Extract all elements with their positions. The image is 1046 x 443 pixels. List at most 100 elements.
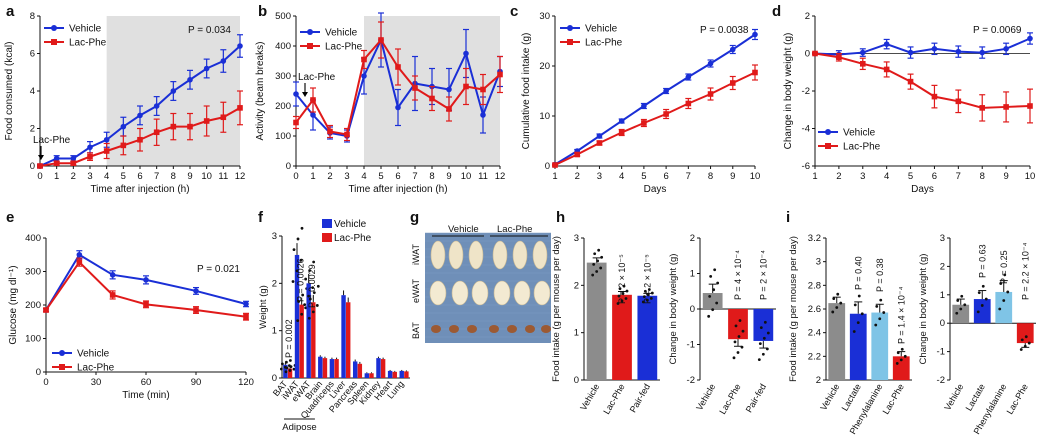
p-value: P = 0.0069 <box>973 25 1022 36</box>
individual-point <box>284 370 288 374</box>
individual-point <box>899 358 903 362</box>
data-point-lacphe <box>641 120 647 126</box>
legend-label: Vehicle <box>585 24 618 35</box>
individual-point <box>300 312 304 316</box>
x-tick-label: 4 <box>104 171 109 182</box>
y-tick-label: -1 <box>687 340 695 351</box>
individual-point <box>734 324 738 328</box>
x-tick-label: Pair-fed <box>744 382 768 414</box>
y-tick-label: 300 <box>25 267 41 278</box>
legend-label: Vehicle <box>325 28 358 39</box>
x-tick-label: 10 <box>461 171 472 182</box>
bar-vehicle <box>364 373 370 378</box>
x-tick-label: 9 <box>187 171 192 182</box>
individual-point <box>643 289 647 293</box>
legend-label: Vehicle <box>334 219 367 230</box>
data-point-lacphe <box>707 91 714 97</box>
data-point-vehicle <box>685 74 692 80</box>
y-tick-label: -2 <box>687 375 695 386</box>
p-value: P = 0.002 <box>284 319 294 358</box>
individual-point <box>591 273 595 277</box>
data-point-vehicle <box>395 104 401 111</box>
bar-vehicle <box>387 370 393 378</box>
data-point-vehicle <box>203 65 210 72</box>
x-tick-label: 8 <box>708 171 713 182</box>
p-value: P = 0.021 <box>197 264 240 275</box>
annotation-arrowhead <box>38 155 44 160</box>
y-tick-label: 2 <box>30 124 35 135</box>
legend-label: Lac-Phe <box>69 38 107 49</box>
individual-point <box>304 277 308 281</box>
data-point-lacphe <box>310 97 316 103</box>
y-axis-label: Change in body weight (g) <box>918 254 929 365</box>
data-point-vehicle <box>120 123 127 130</box>
y-tick-label: 0 <box>545 161 550 172</box>
individual-point <box>765 347 769 351</box>
photo-row-label: iWAT <box>411 244 421 265</box>
iwat-tissue <box>468 240 484 270</box>
bat-tissue <box>525 325 535 333</box>
x-axis-label: Days <box>644 184 667 195</box>
bat-tissue <box>541 325 551 333</box>
series-line-lacphe <box>814 52 1031 109</box>
data-point-vehicle <box>955 48 962 55</box>
data-point-vehicle <box>70 155 77 162</box>
iwat-tissue <box>448 240 464 270</box>
bar-vehicle <box>329 359 335 378</box>
individual-point <box>308 297 312 301</box>
data-point-vehicle <box>446 86 452 93</box>
individual-point <box>1006 290 1010 294</box>
ewat-tissue <box>429 280 447 306</box>
individual-point <box>295 269 299 273</box>
x-tick-label: 12 <box>235 171 246 182</box>
bar-lacphe <box>346 302 351 378</box>
individual-point <box>716 281 720 285</box>
data-point-vehicle <box>596 133 603 139</box>
individual-point <box>304 306 308 310</box>
y-tick-label: 8 <box>30 11 35 22</box>
series-line-vehicle <box>554 33 756 166</box>
data-point-vehicle <box>293 91 299 97</box>
individual-point <box>976 310 980 314</box>
individual-point <box>984 297 988 301</box>
data-point-lacphe <box>463 83 469 90</box>
x-tick-label: 8 <box>980 171 985 182</box>
series-line-lacphe <box>45 260 247 318</box>
y-tick-label: 1 <box>272 326 277 337</box>
individual-point <box>647 288 651 291</box>
annotation-label: Lac-Phe <box>298 72 336 83</box>
individual-point <box>296 319 300 323</box>
individual-point <box>836 292 840 296</box>
individual-point <box>649 297 653 300</box>
data-point-lacphe <box>237 105 243 111</box>
bat-tissue <box>431 325 441 333</box>
individual-point <box>763 320 767 324</box>
individual-point <box>292 248 296 252</box>
y-axis-label: Activity (beam breaks) <box>255 42 266 141</box>
y-tick-label: 3.2 <box>808 233 821 244</box>
data-point-lacphe <box>378 37 384 43</box>
data-point-lacphe <box>836 54 842 61</box>
bar-lacphe <box>311 302 316 378</box>
annotation-label: Lac-Phe <box>33 135 71 146</box>
x-tick-label: Vehicle <box>942 382 965 412</box>
individual-point <box>707 314 711 318</box>
individual-point <box>621 292 625 295</box>
data-point-lacphe <box>203 118 210 124</box>
panel-label-a: a <box>6 3 15 20</box>
y-tick-label: 100 <box>25 334 41 345</box>
individual-point <box>732 356 736 360</box>
y-tick-label: 0 <box>940 318 945 329</box>
individual-point <box>641 300 645 304</box>
individual-point <box>853 303 857 307</box>
x-tick-label: 6 <box>663 171 668 182</box>
photo-row-label: eWAT <box>411 278 421 303</box>
x-tick-label: 9 <box>730 171 735 182</box>
data-point-lacphe <box>243 313 249 320</box>
data-point-lacphe <box>979 105 986 111</box>
legend-marker <box>567 25 573 31</box>
y-tick-label: 2 <box>272 278 277 289</box>
individual-point <box>622 284 626 288</box>
y-tick-label: 200 <box>275 101 291 112</box>
